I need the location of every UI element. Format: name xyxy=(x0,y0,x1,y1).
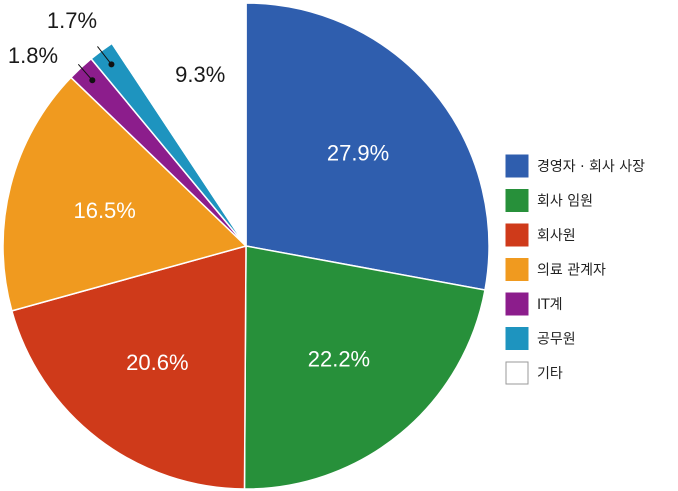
legend-item-2: 회사 임원 xyxy=(505,189,593,212)
legend-label-5: IT계 xyxy=(537,297,563,313)
legend-item-7: 기타 xyxy=(505,361,563,385)
legend-swatch-3 xyxy=(505,223,529,247)
pie-slices xyxy=(2,2,490,490)
slice-label-2: 22.2% xyxy=(308,346,370,371)
pie-slice-4 xyxy=(2,76,247,312)
slice-label-1: 27.9% xyxy=(327,141,389,166)
slice-label-7: 9.3% xyxy=(175,62,225,87)
legend-item-6: 공무원 xyxy=(505,327,576,350)
pie-slice-2 xyxy=(243,245,486,490)
legend-item-4: 의료 관계자 xyxy=(505,258,606,281)
legend-label-4: 의료 관계자 xyxy=(537,263,606,279)
legend-item-1: 경영자 · 회사 사장 xyxy=(505,154,645,178)
legend-swatch-2 xyxy=(505,189,529,212)
legend-item-5: IT계 xyxy=(505,292,563,316)
legend-label-1: 경영자 · 회사 사장 xyxy=(537,159,645,175)
slice-label-3: 20.6% xyxy=(126,350,188,375)
pie-slice-7 xyxy=(111,2,247,247)
slice-label-5: 1.8% xyxy=(8,43,58,68)
legend-label-3: 회사원 xyxy=(537,228,576,244)
legend-swatch-6 xyxy=(505,327,529,350)
leader-line-6 xyxy=(97,46,112,65)
slice-labels: 27.9% 22.2% 20.6% 16.5% 1.8% 1.7% 9.3% xyxy=(8,8,389,375)
slice-label-4: 16.5% xyxy=(73,198,135,223)
leader-line-5 xyxy=(77,63,93,81)
legend-label-6: 공무원 xyxy=(537,332,576,348)
legend-label-7: 기타 xyxy=(537,366,563,382)
legend-label-2: 회사 임원 xyxy=(537,194,593,210)
slice-label-6: 1.7% xyxy=(47,8,97,33)
legend-swatch-4 xyxy=(505,258,529,281)
legend-swatch-5 xyxy=(505,292,529,316)
leader-lines xyxy=(77,46,115,84)
legend-swatch-7 xyxy=(505,361,529,385)
legend-swatch-1 xyxy=(505,154,529,178)
pie-slice-1 xyxy=(245,2,490,291)
pie-slice-3 xyxy=(11,245,247,490)
legend-item-3: 회사원 xyxy=(505,223,576,247)
